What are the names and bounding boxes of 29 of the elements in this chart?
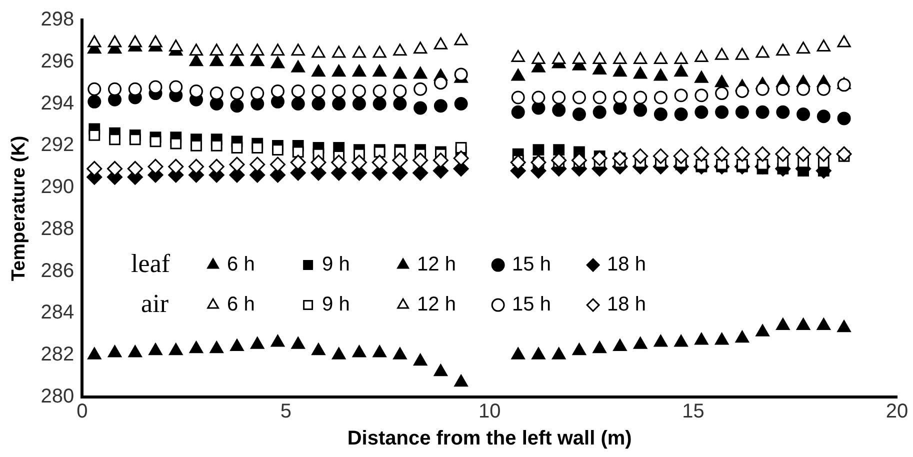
y-tick-label: 292 [40,134,74,156]
y-tick-label: 298 [40,8,74,31]
y-axis-title: Temperature (K) [8,136,30,282]
legend-label: 15 h [512,254,551,276]
legend-label: 6 h [227,254,255,276]
legend-label: 15 h [512,294,551,316]
legend-label: 18 h [607,254,646,276]
annotation: leaf [131,248,170,278]
y-tick-label: 288 [40,218,74,240]
x-tick-label: 5 [280,400,292,423]
annotation: air [141,288,169,318]
y-tick-label: 282 [40,344,74,366]
x-tick-label: 0 [76,400,88,423]
y-tick-label: 284 [40,302,74,324]
legend-label: 9 h [322,294,350,316]
y-tick-label: 296 [40,50,74,72]
legend-label: 18 h [607,294,646,316]
legend-label: 12 h [417,254,456,276]
legend-label: 12 h [417,294,456,316]
legend-label: 6 h [227,294,255,316]
legend-label: 9 h [322,254,350,276]
x-tick-label: 20 [886,400,908,423]
y-tick-label: 286 [40,260,74,282]
x-tick-label: 10 [478,400,501,423]
x-tick-label: 15 [682,400,704,423]
y-tick-label: 290 [40,176,74,198]
x-axis-title: Distance from the left wall (m) [347,428,632,450]
y-tick-label: 294 [40,92,74,114]
y-tick-label: 280 [40,386,74,408]
